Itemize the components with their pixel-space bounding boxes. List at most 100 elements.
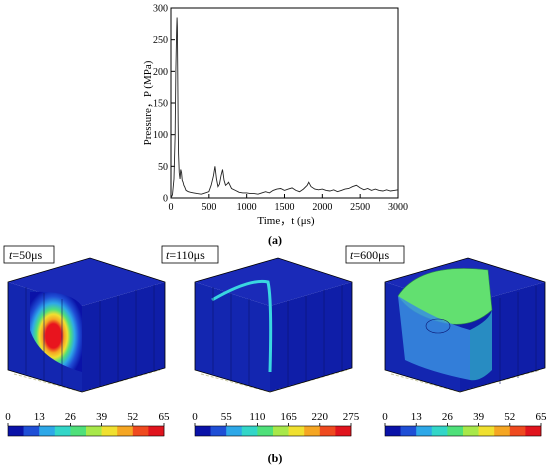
- colorbar-swatch-2: [416, 426, 433, 436]
- colorbar-outline: [384, 425, 542, 437]
- x-axis-label: Time，t (μs): [257, 215, 314, 227]
- colorbar-swatch-5: [273, 426, 289, 436]
- colorbar-swatch-0: [8, 426, 24, 436]
- colorbar-swatch-9: [148, 426, 165, 436]
- colorbar-swatch-9: [525, 426, 542, 436]
- colorbar-tick-label-0: 0: [382, 411, 388, 423]
- x-axis-ticks: 0 500 1000 1500 2000 2500 3000: [169, 194, 408, 213]
- time-label: t=110μs: [166, 248, 205, 262]
- y-axis-label: Pressure，P (MPa): [142, 60, 154, 145]
- colorbar-swatch-3: [241, 426, 258, 436]
- colorbar-swatch-7: [304, 426, 321, 436]
- colorbar-swatch-6: [101, 426, 118, 436]
- cube-outline: [384, 257, 546, 393]
- x-tick-label-3: 1500: [275, 202, 295, 213]
- colorbar-swatch-1: [23, 426, 40, 436]
- x-tick-label-5: 2500: [350, 202, 370, 213]
- colorbar-tick-label-2: 110: [249, 411, 266, 423]
- colorbar-swatch-0: [195, 426, 211, 436]
- colorbar-swatch-4: [257, 426, 274, 436]
- colorbar-tick-label-4: 52: [127, 411, 138, 423]
- snapshot-panel-1: t=50μs: [3, 245, 166, 393]
- side-pressure-region: [470, 310, 492, 381]
- time-label: t=50μs: [9, 248, 43, 262]
- mesh-lines: [425, 286, 537, 384]
- y-axis-ticks: 0 50 100 150 200 250 300: [153, 4, 175, 205]
- colorbar-swatch-7: [117, 426, 134, 436]
- colorbar-tick-label-4: 52: [504, 411, 515, 423]
- colorbar-tick-label-1: 13: [411, 411, 423, 423]
- colorbar-tick-label-2: 26: [442, 411, 454, 423]
- time-label-box: [161, 245, 219, 264]
- colorbar-swatch-1: [400, 426, 417, 436]
- colorbar-swatch-5: [463, 426, 479, 436]
- colorbar-swatch-4: [70, 426, 87, 436]
- cube-right-face: [82, 282, 165, 392]
- colorbar-outline: [194, 425, 352, 437]
- colorbar-panel-1: 0 13 26 39 52 65: [5, 411, 171, 437]
- colorbar-swatch-6: [288, 426, 305, 436]
- cube-outline: [7, 257, 166, 393]
- cube-top-face: [195, 258, 352, 306]
- colorbar-swatch-6: [478, 426, 495, 436]
- colorbar-tick-label-3: 39: [96, 411, 108, 423]
- interior-pressure-region: [398, 296, 470, 380]
- x-tick-label-6: 3000: [388, 202, 408, 213]
- colorbar-tick-label-5: 65: [159, 411, 171, 423]
- time-label: t=600μs: [350, 248, 390, 262]
- colorbar-swatch-4: [447, 426, 464, 436]
- colorbar-swatch-1: [210, 426, 227, 436]
- colorbar-tick-label-4: 220: [312, 411, 329, 423]
- x-tick-label-4: 2000: [312, 202, 332, 213]
- time-label-box: [345, 245, 405, 264]
- colorbar-panel-2: 0 55 110 165 220 275: [192, 411, 360, 437]
- plot-frame: [170, 7, 399, 199]
- colorbar-swatch-0: [385, 426, 401, 436]
- colorbar-swatch-3: [431, 426, 448, 436]
- colorbar-swatch-8: [132, 426, 149, 436]
- cube-left-face: [195, 282, 270, 392]
- snapshot-panel-2: t=110μs: [161, 245, 353, 393]
- colorbar-swatch-2: [39, 426, 56, 436]
- colorbar-swatch-2: [226, 426, 243, 436]
- y-tick-label-1: 50: [158, 162, 168, 173]
- mesh-lines: [212, 285, 343, 387]
- colorbar-swatch-9: [335, 426, 352, 436]
- colorbar-tick-label-3: 39: [473, 411, 485, 423]
- cube-right-face: [270, 282, 352, 392]
- mesh-lines: [25, 285, 155, 387]
- colorbar-tick-label-2: 26: [65, 411, 77, 423]
- colorbar-panel-3: 0 13 26 39 52 65: [382, 411, 548, 437]
- colorbar-tick-label-5: 275: [343, 411, 360, 423]
- cube-outline: [194, 257, 353, 393]
- y-tick-label-2: 100: [153, 130, 168, 141]
- wavefront-contour: [211, 279, 273, 373]
- colorbar-tick-label-1: 13: [34, 411, 46, 423]
- colorbar-swatch-8: [509, 426, 526, 436]
- colorbar-swatch-5: [86, 426, 102, 436]
- colorbar-tick-label-0: 0: [5, 411, 11, 423]
- colorbar-swatch-3: [54, 426, 71, 436]
- y-tick-label-6: 300: [153, 4, 168, 15]
- colorbar-swatch-8: [319, 426, 336, 436]
- pressure-series-line: [170, 17, 399, 199]
- y-tick-label-4: 200: [153, 67, 168, 78]
- x-tick-label-0: 0: [169, 202, 174, 213]
- colorbar-tick-label-5: 65: [536, 411, 548, 423]
- x-tick-label-2: 1000: [237, 202, 257, 213]
- panel-a-label: (a): [268, 233, 282, 247]
- colorbar-tick-label-0: 0: [192, 411, 198, 423]
- pressure-contour: [30, 291, 82, 372]
- snapshot-panel-3: t=600μs: [345, 245, 546, 393]
- time-label-box: [3, 245, 55, 264]
- y-tick-label-3: 150: [153, 99, 168, 110]
- colorbar-tick-label-3: 165: [280, 411, 297, 423]
- x-tick-label-1: 500: [201, 202, 216, 213]
- y-tick-label-0: 0: [163, 194, 168, 205]
- colorbar-outline: [7, 425, 165, 437]
- pressure-chart: 0 50 100 150 200 250 300 0 500 1000 1500 2000 2500 3…: [142, 4, 408, 228]
- colorbar-tick-label-1: 55: [221, 411, 233, 423]
- y-tick-label-5: 250: [153, 35, 168, 46]
- colorbar-swatch-7: [494, 426, 511, 436]
